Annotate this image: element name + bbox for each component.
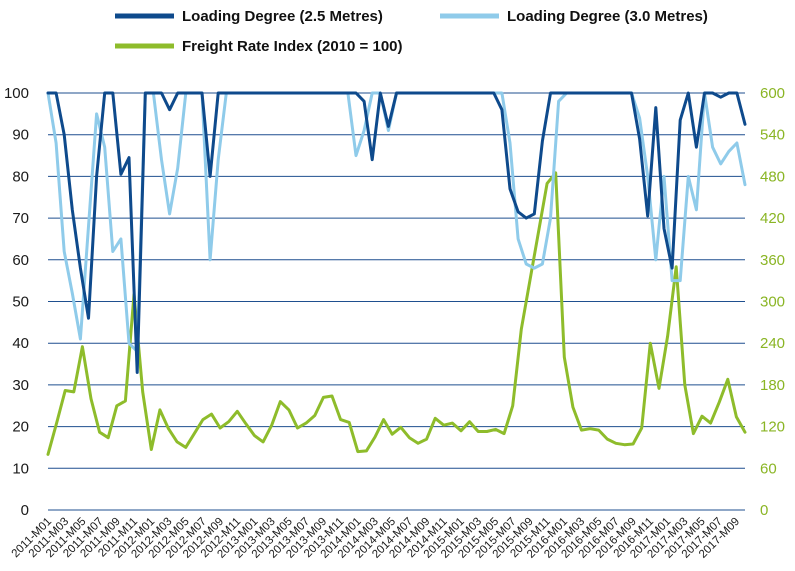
y-tick-label: 50 (12, 294, 29, 311)
series-line-1 (46, 91, 747, 374)
y-tick-label: 20 (12, 419, 29, 436)
y2-tick-label: 180 (760, 377, 785, 394)
axis-ticks: 0 0 10 60 20 120 30 180 40 240 50 300 60 360 70 420 80 48… (4, 85, 785, 561)
y-tick-label: 0 (21, 502, 29, 519)
y2-tick-label: 0 (760, 502, 768, 519)
legend-label-series-3: Freight Rate Index (2010 = 100) (182, 38, 403, 55)
legend-label-series-2: Loading Degree (3.0 Metres) (507, 8, 708, 25)
y2-tick-label: 480 (760, 168, 785, 185)
legend-label-series-1: Loading Degree (2.5 Metres) (182, 8, 383, 25)
y2-tick-label: 540 (760, 127, 785, 144)
y-tick-label: 70 (12, 210, 29, 227)
y2-tick-label: 240 (760, 335, 785, 352)
y-tick-label: 90 (12, 127, 29, 144)
y-tick-label: 40 (12, 335, 29, 352)
y2-tick-label: 360 (760, 252, 785, 269)
y2-tick-label: 420 (760, 210, 785, 227)
legend: Loading Degree (2.5 Metres) Loading Degr… (115, 8, 708, 55)
y-tick-label: 100 (4, 85, 29, 102)
y-tick-label: 60 (12, 252, 29, 269)
y2-tick-label: 600 (760, 85, 785, 102)
y2-tick-label: 300 (760, 294, 785, 311)
series-line-2 (46, 91, 747, 353)
y-tick-label: 80 (12, 168, 29, 185)
y2-tick-label: 120 (760, 419, 785, 436)
series-line-3 (46, 171, 747, 456)
y2-tick-label: 60 (760, 460, 777, 477)
y-tick-label: 10 (12, 460, 29, 477)
y-tick-label: 30 (12, 377, 29, 394)
series-lines (46, 91, 747, 456)
